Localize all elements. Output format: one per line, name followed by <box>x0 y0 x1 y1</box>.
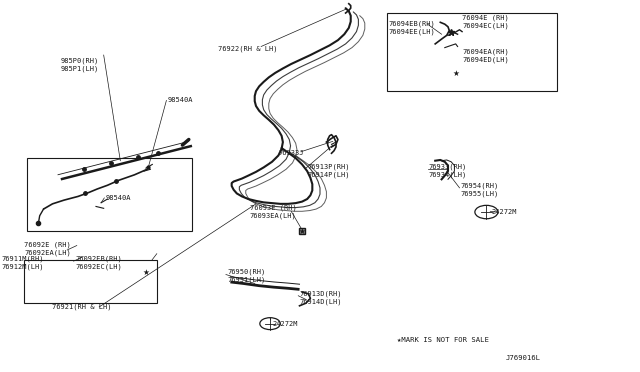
Text: ★: ★ <box>299 227 305 236</box>
Text: 76933J: 76933J <box>278 150 304 155</box>
Text: ★: ★ <box>143 268 149 277</box>
Text: 24272M: 24272M <box>492 209 517 215</box>
Text: 98540A: 98540A <box>168 97 193 103</box>
Text: 76094EB(RH)
76094EE(LH): 76094EB(RH) 76094EE(LH) <box>388 20 435 35</box>
Text: 24272M: 24272M <box>272 321 298 327</box>
Text: 76094EA(RH)
76094ED(LH): 76094EA(RH) 76094ED(LH) <box>462 48 509 63</box>
Text: ★MARK IS NOT FOR SALE: ★MARK IS NOT FOR SALE <box>397 337 489 343</box>
Text: ★: ★ <box>452 69 459 78</box>
Text: J769016L: J769016L <box>506 355 541 361</box>
Text: 76094E (RH)
76094EC(LH): 76094E (RH) 76094EC(LH) <box>462 15 509 29</box>
Text: 76093E (RH)
76093EA(LH): 76093E (RH) 76093EA(LH) <box>250 205 296 219</box>
Text: 76092E (RH)
76092EA(LH): 76092E (RH) 76092EA(LH) <box>24 242 71 256</box>
Text: 76921(RH & LH): 76921(RH & LH) <box>52 304 112 310</box>
Text: 76933(RH)
76934(LH): 76933(RH) 76934(LH) <box>429 164 467 178</box>
Text: 76954(RH)
76955(LH): 76954(RH) 76955(LH) <box>461 183 499 197</box>
Text: 76913D(RH)
76914D(LH): 76913D(RH) 76914D(LH) <box>300 291 342 305</box>
Text: 98540A: 98540A <box>106 195 131 201</box>
Text: 76922(RH & LH): 76922(RH & LH) <box>218 45 277 52</box>
Text: 76092EB(RH)
76092EC(LH): 76092EB(RH) 76092EC(LH) <box>76 255 122 269</box>
Text: 76913P(RH)
76914P(LH): 76913P(RH) 76914P(LH) <box>307 164 349 178</box>
Text: 985P0(RH)
985P1(LH): 985P0(RH) 985P1(LH) <box>61 58 99 72</box>
Text: 76911M(RH)
76912M(LH): 76911M(RH) 76912M(LH) <box>1 255 44 269</box>
Text: 76950(RH)
76951(LH): 76950(RH) 76951(LH) <box>227 268 266 282</box>
